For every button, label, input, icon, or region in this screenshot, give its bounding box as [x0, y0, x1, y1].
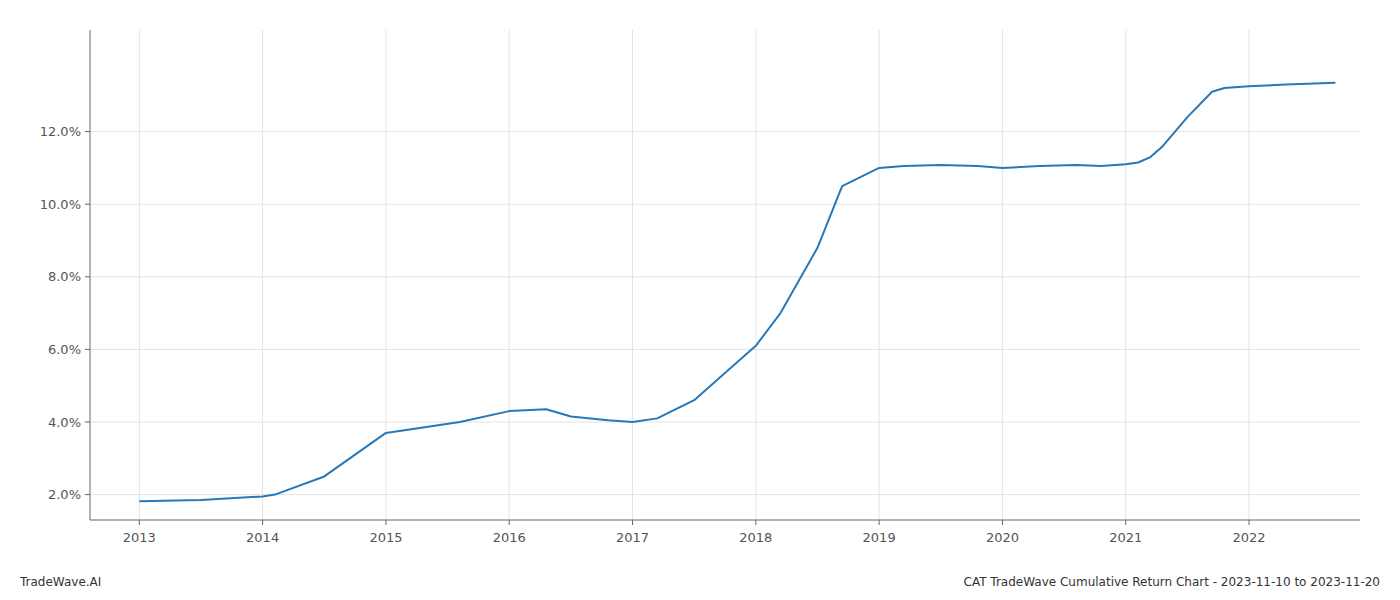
y-tick-label: 6.0% [48, 342, 81, 357]
x-tick-label: 2019 [863, 530, 896, 545]
x-tick [139, 520, 140, 525]
x-grid-line [509, 30, 510, 520]
x-tick [1125, 520, 1126, 525]
x-tick [262, 520, 263, 525]
x-tick [1249, 520, 1250, 525]
x-tick-label: 2018 [739, 530, 772, 545]
y-tick-label: 10.0% [40, 197, 81, 212]
x-tick [1002, 520, 1003, 525]
data-line [139, 83, 1335, 502]
y-tick-label: 12.0% [40, 124, 81, 139]
x-tick-label: 2022 [1232, 530, 1265, 545]
x-grid-line [755, 30, 756, 520]
y-grid-line [90, 131, 1360, 132]
x-tick-label: 2017 [616, 530, 649, 545]
x-tick-label: 2016 [493, 530, 526, 545]
y-tick [85, 494, 90, 495]
y-tick-label: 2.0% [48, 487, 81, 502]
x-grid-line [1002, 30, 1003, 520]
x-grid-line [385, 30, 386, 520]
y-tick [85, 349, 90, 350]
y-grid-line [90, 494, 1360, 495]
x-tick [632, 520, 633, 525]
grid [90, 30, 1360, 520]
y-tick [85, 204, 90, 205]
y-tick [85, 131, 90, 132]
y-grid-line [90, 422, 1360, 423]
y-tick [85, 422, 90, 423]
x-tick-label: 2014 [246, 530, 279, 545]
x-tick [385, 520, 386, 525]
x-tick-label: 2015 [369, 530, 402, 545]
x-grid-line [139, 30, 140, 520]
x-tick-label: 2020 [986, 530, 1019, 545]
y-tick-label: 8.0% [48, 269, 81, 284]
annotation: CAT TradeWave Cumulative Return Chart - … [964, 575, 1380, 589]
y-axis-line [90, 30, 91, 520]
y-grid-line [90, 204, 1360, 205]
annotation: TradeWave.AI [19, 575, 101, 589]
x-tick-label: 2013 [123, 530, 156, 545]
x-tick [879, 520, 880, 525]
chart-svg: 2013 2014 2015 2016 2017 2018 2019 2020 2021 2022… [0, 0, 1400, 600]
y-tick [85, 276, 90, 277]
x-grid-line [632, 30, 633, 520]
x-tick [755, 520, 756, 525]
y-tick-label: 4.0% [48, 415, 81, 430]
y-grid-line [90, 349, 1360, 350]
x-axis-line [90, 520, 1360, 521]
x-grid-line [1125, 30, 1126, 520]
plot-area [139, 83, 1335, 502]
chart-container: 2013 2014 2015 2016 2017 2018 2019 2020 2021 2022… [0, 0, 1400, 600]
x-grid-line [879, 30, 880, 520]
x-grid-line [1249, 30, 1250, 520]
x-tick-label: 2021 [1109, 530, 1142, 545]
y-grid-line [90, 276, 1360, 277]
axes: 2013 2014 2015 2016 2017 2018 2019 2020 2021 2022… [40, 30, 1360, 545]
x-tick [509, 520, 510, 525]
x-grid-line [262, 30, 263, 520]
